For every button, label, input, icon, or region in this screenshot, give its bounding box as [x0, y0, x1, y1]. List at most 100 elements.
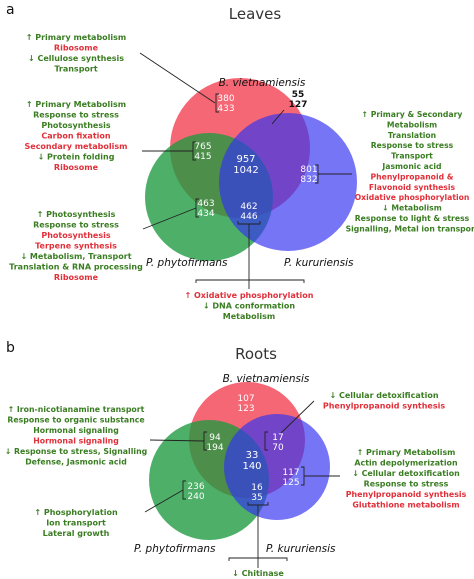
leaves-note-top: ↑ Primary metabolism Ribosome ↓ Cellulose …: [26, 33, 127, 74]
roots-note-left-low: ↑ Phosphorylation Ion transport Lateral gr…: [34, 508, 118, 538]
leaves-note-right: ↑ Primary & Secondary Metabolism Translati…: [346, 110, 474, 233]
annotation-line: Actin depolymerization: [354, 459, 457, 468]
annotation-line: ↓ Cellular detoxification: [352, 469, 460, 478]
annotation-line: ↑ Primary & Secondary: [362, 110, 463, 119]
annotation-line: Phenylpropanoid synthesis: [323, 402, 445, 411]
annotation-line: ↑ Primary Metabolism: [357, 448, 456, 457]
leaves-count-k-only-1: 801: [300, 165, 317, 175]
roots-note-right-top: ↓ Cellular detoxification Phenylpropanoid…: [323, 391, 445, 411]
roots-circle-p-kururiensis: [224, 414, 330, 520]
annotation-line: Jasmonic acid: [381, 162, 441, 171]
annotation-line: Translation & RNA processing: [9, 263, 143, 272]
panel-a-title: Leaves: [229, 5, 282, 23]
annotation-line: Secondary metabolism: [25, 142, 128, 151]
panel-b-letter: b: [6, 340, 15, 356]
annotation-line: Transport: [391, 152, 433, 161]
roots-count-k-only-1: 117: [282, 468, 299, 478]
annotation-line: Carbon fixation: [41, 132, 110, 141]
leaves-count-center-2: 1042: [233, 165, 258, 176]
annotation-line: Ribosome: [54, 44, 99, 53]
leaves-count-p-only-2: 434: [197, 209, 214, 219]
annotation-line: Defense, Jasmonic acid: [25, 458, 127, 467]
leaves-count-pk-1: 462: [240, 202, 257, 212]
annotation-line: Lateral growth: [43, 529, 110, 538]
annotation-line: Metabolism: [223, 312, 275, 321]
roots-label-b-vietnamiensis: B. vietnamiensis: [223, 373, 310, 385]
panel-a-letter: a: [6, 2, 15, 18]
annotation-line: ↑ Primary Metabolism: [26, 100, 126, 109]
leaves-label-b-vietnamiensis: B. vietnamiensis: [219, 77, 306, 89]
leaves-count-k-only-2: 832: [300, 175, 317, 185]
leaves-count-b-only-2: 433: [217, 104, 234, 114]
roots-counts: 107 123 94 194 17 70 33 140 117 125 236 …: [187, 394, 299, 503]
annotation-line: Response to stress: [33, 221, 119, 230]
svg-text:↓ Chitinase: ↓ Chitinase: [232, 569, 284, 578]
leaves-count-bp-2: 415: [194, 152, 211, 162]
roots-count-bp-2: 194: [206, 443, 223, 453]
leaves-count-bp-1: 765: [194, 142, 211, 152]
annotation-line: Phenylpropanoid synthesis: [346, 490, 467, 499]
annotation-line: ↓ Response to stress, Signalling: [5, 447, 147, 456]
roots-count-pk-2: 35: [251, 493, 262, 503]
annotation-line: Response to organic substance: [7, 416, 144, 425]
annotation-line: ↓ Chitinase: [232, 569, 284, 578]
annotation-line: ↑ Photosynthesis: [37, 210, 116, 219]
leaves-label-p-kururiensis: P. kururiensis: [284, 257, 354, 269]
leaves-note-low: ↑ Photosynthesis Response to stress Photos…: [9, 210, 143, 282]
roots-count-p-only-2: 240: [187, 492, 204, 502]
roots-label-p-phytofirmans: P. phytofirmans: [134, 543, 216, 555]
annotation-line: Oxidative phosphorylation: [355, 193, 470, 202]
roots-label-p-kururiensis: P. kururiensis: [266, 543, 336, 555]
annotation-line: Terpene synthesis: [35, 242, 117, 251]
annotation-line: ↑ Primary metabolism: [26, 33, 127, 42]
annotation-line: Response to stress: [33, 111, 119, 120]
annotation-line: Ribosome: [54, 273, 99, 282]
leaves-count-b-only-1: 380: [217, 94, 234, 104]
roots-leader-lines: [144, 400, 340, 568]
roots-note-right: ↑ Primary Metabolism Actin depolymerizati…: [346, 448, 467, 510]
roots-count-k-only-2: 125: [282, 478, 299, 488]
annotation-line: Ion transport: [46, 519, 106, 528]
annotation-line: Response to stress: [371, 141, 454, 150]
annotation-line: Glutathione metabolism: [352, 501, 459, 510]
leaves-circle-p-kururiensis: [219, 113, 357, 251]
annotation-line: Metabolism: [387, 120, 437, 129]
roots-count-b-only-1: 107: [237, 394, 254, 404]
leaves-counts: 380 433 765 415 957 1042 801 832 463 434…: [194, 94, 317, 222]
leaves-count-bk-2: 127: [289, 100, 308, 110]
annotation-line: ↓ Metabolism: [382, 204, 441, 213]
annotation-line: ↓ DNA conformation: [203, 302, 295, 311]
annotation-line: Flavonoid synthesis: [369, 183, 456, 192]
annotation-line: Response to light & stress: [355, 214, 470, 223]
roots-count-pk-1: 16: [251, 483, 263, 493]
annotation-line: Phenylpropanoid &: [371, 172, 454, 181]
leaves-count-center-1: 957: [236, 154, 255, 165]
annotation-line: Photosynthesis: [41, 121, 110, 130]
svg-text:↑ Iron-nicotianamine transport: ↑ Iron-nicotianamine transport Response t…: [5, 405, 147, 467]
leaves-count-bk: 55 127: [289, 90, 308, 110]
annotation-line: Response to stress: [364, 480, 449, 489]
annotation-line: Hormonal signaling: [33, 437, 119, 446]
annotation-line: ↓ Protein folding: [38, 153, 115, 162]
annotation-line: Photosynthesis: [41, 231, 110, 240]
roots-count-bp-1: 94: [209, 433, 221, 443]
annotation-line: ↑ Phosphorylation: [34, 508, 118, 517]
roots-count-bk-1: 17: [272, 433, 283, 443]
leaves-count-bk-1: 55: [292, 90, 305, 100]
annotation-line: Transport: [54, 65, 98, 74]
roots-note-left: ↑ Iron-nicotianamine transport Response t…: [5, 405, 147, 467]
roots-count-bk-2: 70: [272, 443, 284, 453]
roots-count-center-2: 140: [242, 461, 261, 472]
leaves-count-p-only-1: 463: [197, 199, 214, 209]
svg-text:↑ Oxidative phosphorylation↓ D: ↑ Oxidative phosphorylation ↓ DNA conform…: [185, 291, 314, 321]
panel-b-title: Roots: [235, 345, 277, 363]
annotation-line: ↓ Metabolism, Transport: [20, 252, 131, 261]
annotation-line: Hormonal signaling: [33, 426, 119, 435]
annotation-line: ↓ Cellular detoxification: [329, 391, 438, 400]
